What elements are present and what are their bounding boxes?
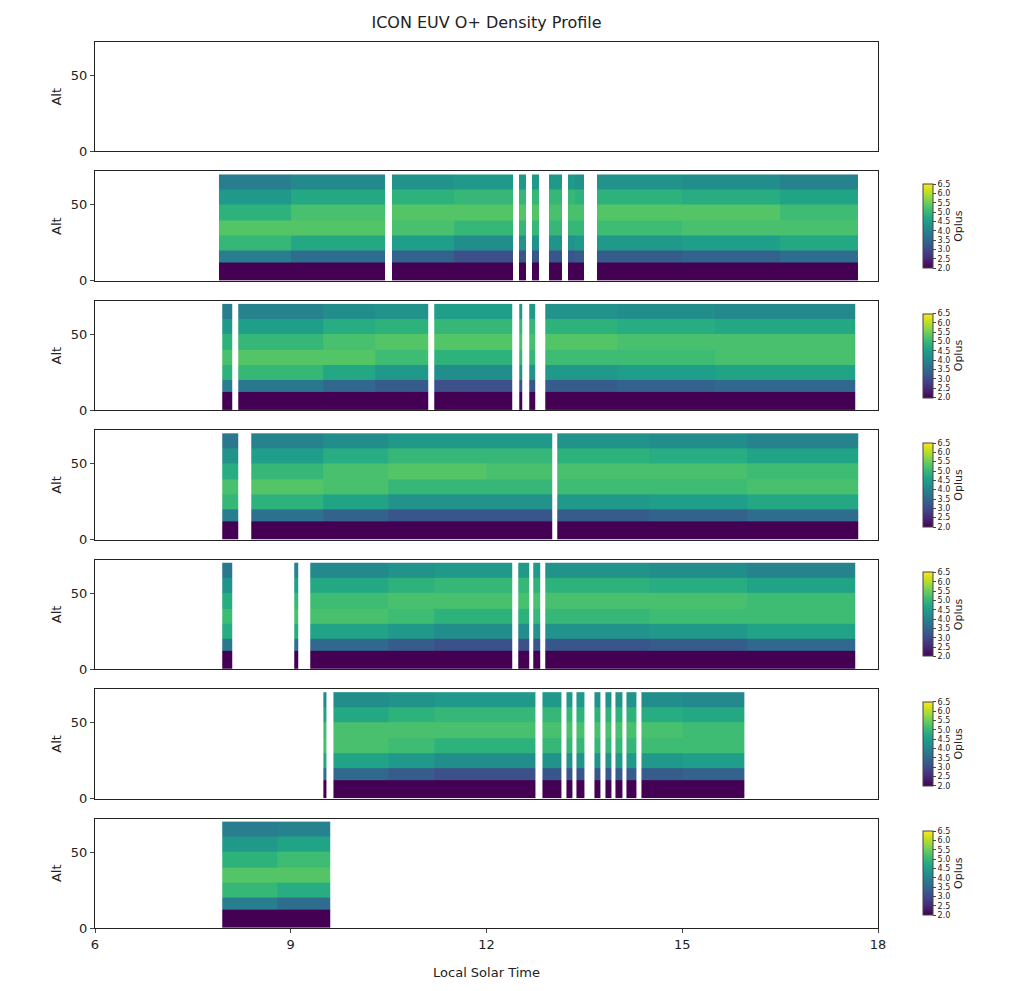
svg-text:2.0: 2.0	[938, 393, 951, 402]
svg-text:2.0: 2.0	[938, 782, 951, 791]
svg-text:5.0: 5.0	[938, 337, 951, 346]
svg-text:6.5: 6.5	[938, 309, 951, 318]
svg-text:Oplus: Oplus	[952, 210, 965, 242]
svg-text:3.0: 3.0	[938, 245, 951, 254]
svg-text:Oplus: Oplus	[952, 728, 965, 760]
svg-text:9: 9	[287, 937, 295, 952]
svg-text:4.5: 4.5	[938, 217, 951, 226]
svg-text:5.5: 5.5	[938, 716, 951, 725]
svg-text:3.0: 3.0	[938, 892, 951, 901]
svg-text:15: 15	[674, 937, 691, 952]
svg-text:12: 12	[478, 937, 495, 952]
svg-text:3.0: 3.0	[938, 634, 951, 643]
svg-text:5.5: 5.5	[938, 457, 951, 466]
svg-text:4.5: 4.5	[938, 864, 951, 873]
svg-text:4.0: 4.0	[938, 356, 951, 365]
svg-text:3.0: 3.0	[938, 375, 951, 384]
svg-text:6.5: 6.5	[938, 827, 951, 836]
svg-text:50: 50	[71, 327, 88, 342]
svg-text:4.0: 4.0	[938, 485, 951, 494]
svg-text:2.0: 2.0	[938, 264, 951, 273]
svg-text:6.0: 6.0	[938, 707, 951, 716]
svg-text:6.5: 6.5	[938, 180, 951, 189]
svg-text:Oplus: Oplus	[952, 598, 965, 630]
svg-text:50: 50	[71, 68, 88, 83]
svg-text:3.5: 3.5	[938, 365, 951, 374]
svg-text:5.0: 5.0	[938, 467, 951, 476]
svg-text:5.5: 5.5	[938, 199, 951, 208]
svg-text:5.0: 5.0	[938, 208, 951, 217]
svg-text:2.5: 2.5	[938, 513, 951, 522]
svg-text:0: 0	[79, 662, 87, 677]
svg-text:4.5: 4.5	[938, 476, 951, 485]
svg-text:Oplus: Oplus	[952, 469, 965, 501]
svg-text:6.0: 6.0	[938, 189, 951, 198]
svg-text:2.5: 2.5	[938, 643, 951, 652]
svg-text:4.5: 4.5	[938, 606, 951, 615]
svg-text:3.5: 3.5	[938, 883, 951, 892]
svg-text:5.0: 5.0	[938, 726, 951, 735]
svg-text:ICON EUV O+ Density Profile: ICON EUV O+ Density Profile	[371, 13, 601, 32]
svg-text:2.5: 2.5	[938, 772, 951, 781]
svg-text:0: 0	[79, 921, 87, 936]
svg-text:50: 50	[71, 197, 88, 212]
svg-text:Alt: Alt	[49, 606, 64, 624]
svg-text:6: 6	[91, 937, 99, 952]
svg-text:6.0: 6.0	[938, 319, 951, 328]
svg-text:Alt: Alt	[49, 864, 64, 882]
svg-text:4.5: 4.5	[938, 347, 951, 356]
svg-text:2.5: 2.5	[938, 902, 951, 911]
svg-text:50: 50	[71, 715, 88, 730]
svg-text:Alt: Alt	[49, 217, 64, 235]
svg-text:4.0: 4.0	[938, 615, 951, 624]
svg-text:3.5: 3.5	[938, 754, 951, 763]
svg-text:Alt: Alt	[49, 735, 64, 753]
svg-text:3.0: 3.0	[938, 763, 951, 772]
svg-text:6.0: 6.0	[938, 448, 951, 457]
svg-text:5.5: 5.5	[938, 587, 951, 596]
svg-text:0: 0	[79, 144, 87, 159]
svg-text:5.5: 5.5	[938, 328, 951, 337]
svg-text:0: 0	[79, 403, 87, 418]
svg-text:6.5: 6.5	[938, 568, 951, 577]
svg-text:6.0: 6.0	[938, 578, 951, 587]
svg-text:3.0: 3.0	[938, 504, 951, 513]
svg-text:0: 0	[79, 791, 87, 806]
svg-text:5.0: 5.0	[938, 855, 951, 864]
svg-text:4.0: 4.0	[938, 744, 951, 753]
svg-text:2.0: 2.0	[938, 523, 951, 532]
svg-text:Local Solar Time: Local Solar Time	[433, 965, 540, 980]
svg-text:2.0: 2.0	[938, 911, 951, 920]
svg-text:50: 50	[71, 456, 88, 471]
svg-text:Alt: Alt	[49, 476, 64, 494]
svg-text:2.5: 2.5	[938, 255, 951, 264]
svg-text:0: 0	[79, 532, 87, 547]
svg-text:Alt: Alt	[49, 88, 64, 106]
svg-text:Alt: Alt	[49, 347, 64, 365]
svg-text:5.0: 5.0	[938, 596, 951, 605]
svg-text:6.5: 6.5	[938, 698, 951, 707]
svg-text:18: 18	[870, 937, 887, 952]
svg-text:4.5: 4.5	[938, 735, 951, 744]
svg-text:50: 50	[71, 845, 88, 860]
svg-text:Oplus: Oplus	[952, 340, 965, 372]
svg-text:5.5: 5.5	[938, 846, 951, 855]
svg-text:50: 50	[71, 586, 88, 601]
svg-text:6.5: 6.5	[938, 439, 951, 448]
svg-text:3.5: 3.5	[938, 495, 951, 504]
svg-text:4.0: 4.0	[938, 874, 951, 883]
svg-text:3.5: 3.5	[938, 624, 951, 633]
svg-text:4.0: 4.0	[938, 227, 951, 236]
svg-text:6.0: 6.0	[938, 836, 951, 845]
svg-text:Oplus: Oplus	[952, 857, 965, 889]
svg-text:2.5: 2.5	[938, 384, 951, 393]
svg-text:2.0: 2.0	[938, 652, 951, 661]
svg-text:3.5: 3.5	[938, 236, 951, 245]
svg-text:0: 0	[79, 273, 87, 288]
